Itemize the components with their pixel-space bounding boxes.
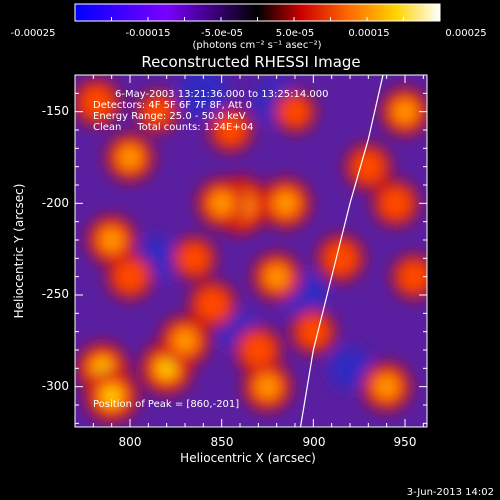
heatmap-blob-16: [290, 308, 337, 355]
heatmap-blob-25: [273, 90, 317, 133]
y-tick-label-300: -300: [42, 379, 69, 393]
heatmap-blob-18: [345, 143, 392, 190]
x-tick-label-800: 800: [119, 435, 142, 449]
x-tick-label-850: 850: [211, 435, 234, 449]
heatmap-blob-14: [234, 326, 283, 374]
heatmap-blob-5: [84, 368, 139, 423]
colorbar-tick-4: 0.00015: [348, 28, 389, 39]
plot-frame: [74, 74, 428, 428]
colorbar-tick-1: -0.00015: [126, 28, 171, 39]
y-tick-label-200: -200: [42, 196, 69, 210]
colorbar-tick-2: -5.0e-05: [201, 28, 243, 39]
heatmap-blob-12: [252, 252, 301, 301]
x-tick-label-950: 950: [394, 435, 417, 449]
annotation-time: 6-May-2003 13:21:36.000 to 13:25:14.000: [115, 89, 328, 100]
annotation-clean: Clean Total counts: 1.24E+04: [93, 122, 253, 133]
heatmap-blob-0: [75, 78, 121, 127]
y-tick-label-250: -250: [42, 287, 69, 301]
y-tick-label-150: -150: [42, 104, 69, 118]
heatmap-blob-11: [260, 177, 312, 229]
colorbar-tick-5: 0.00025: [445, 28, 486, 39]
solar-limb: [299, 75, 384, 427]
heatmap-blob-3: [106, 253, 154, 300]
heatmap-blob-24: [136, 90, 179, 133]
heatmap-blob-7: [159, 315, 211, 367]
heatmap-blob-8: [188, 280, 237, 328]
footer-date: 3-Jun-2013 14:02: [407, 487, 494, 498]
heatmap-blob-23: [172, 236, 217, 281]
y-axis-label: Heliocentric Y (arcsec): [12, 184, 26, 319]
colorbar-tick-3: 5.0e-05: [276, 28, 314, 39]
x-axis-label: Heliocentric X (arcsec): [180, 451, 316, 465]
heatmap-blob-15: [208, 107, 253, 153]
heatmap-blob-17: [317, 234, 365, 283]
heatmap-dip-0: [178, 75, 229, 119]
x-tick-label-900: 900: [303, 435, 326, 449]
heatmap-blob-2: [86, 215, 137, 265]
annotation-energy: Energy Range: 25.0 - 50.0 keV: [93, 111, 246, 122]
colorbar-ticks: [74, 17, 441, 21]
heatmap-blob-1: [105, 133, 155, 182]
colorbar-units: (photons cm⁻² s⁻¹ asec⁻²): [192, 40, 321, 51]
axis-ticks: [75, 74, 427, 427]
heatmap-blob-13: [242, 361, 293, 412]
heatmap-blob-19: [380, 87, 427, 136]
heatmap-blob-21: [361, 361, 412, 412]
peak-position-label: Position of Peak = [860,-201]: [93, 399, 239, 410]
heatmap-blob-22: [391, 253, 427, 300]
heatmap-dip-4: [328, 346, 372, 390]
chart-title: Reconstructed RHESSI Image: [141, 53, 360, 71]
heatmap-blob-10: [196, 178, 247, 229]
heatmap-blob-20: [372, 180, 420, 227]
colorbar-tick-0: -0.00025: [11, 28, 56, 39]
heatmap: [75, 75, 427, 423]
annotation-detectors: Detectors: 4F 5F 6F 7F 8F, Att 0: [93, 100, 252, 111]
